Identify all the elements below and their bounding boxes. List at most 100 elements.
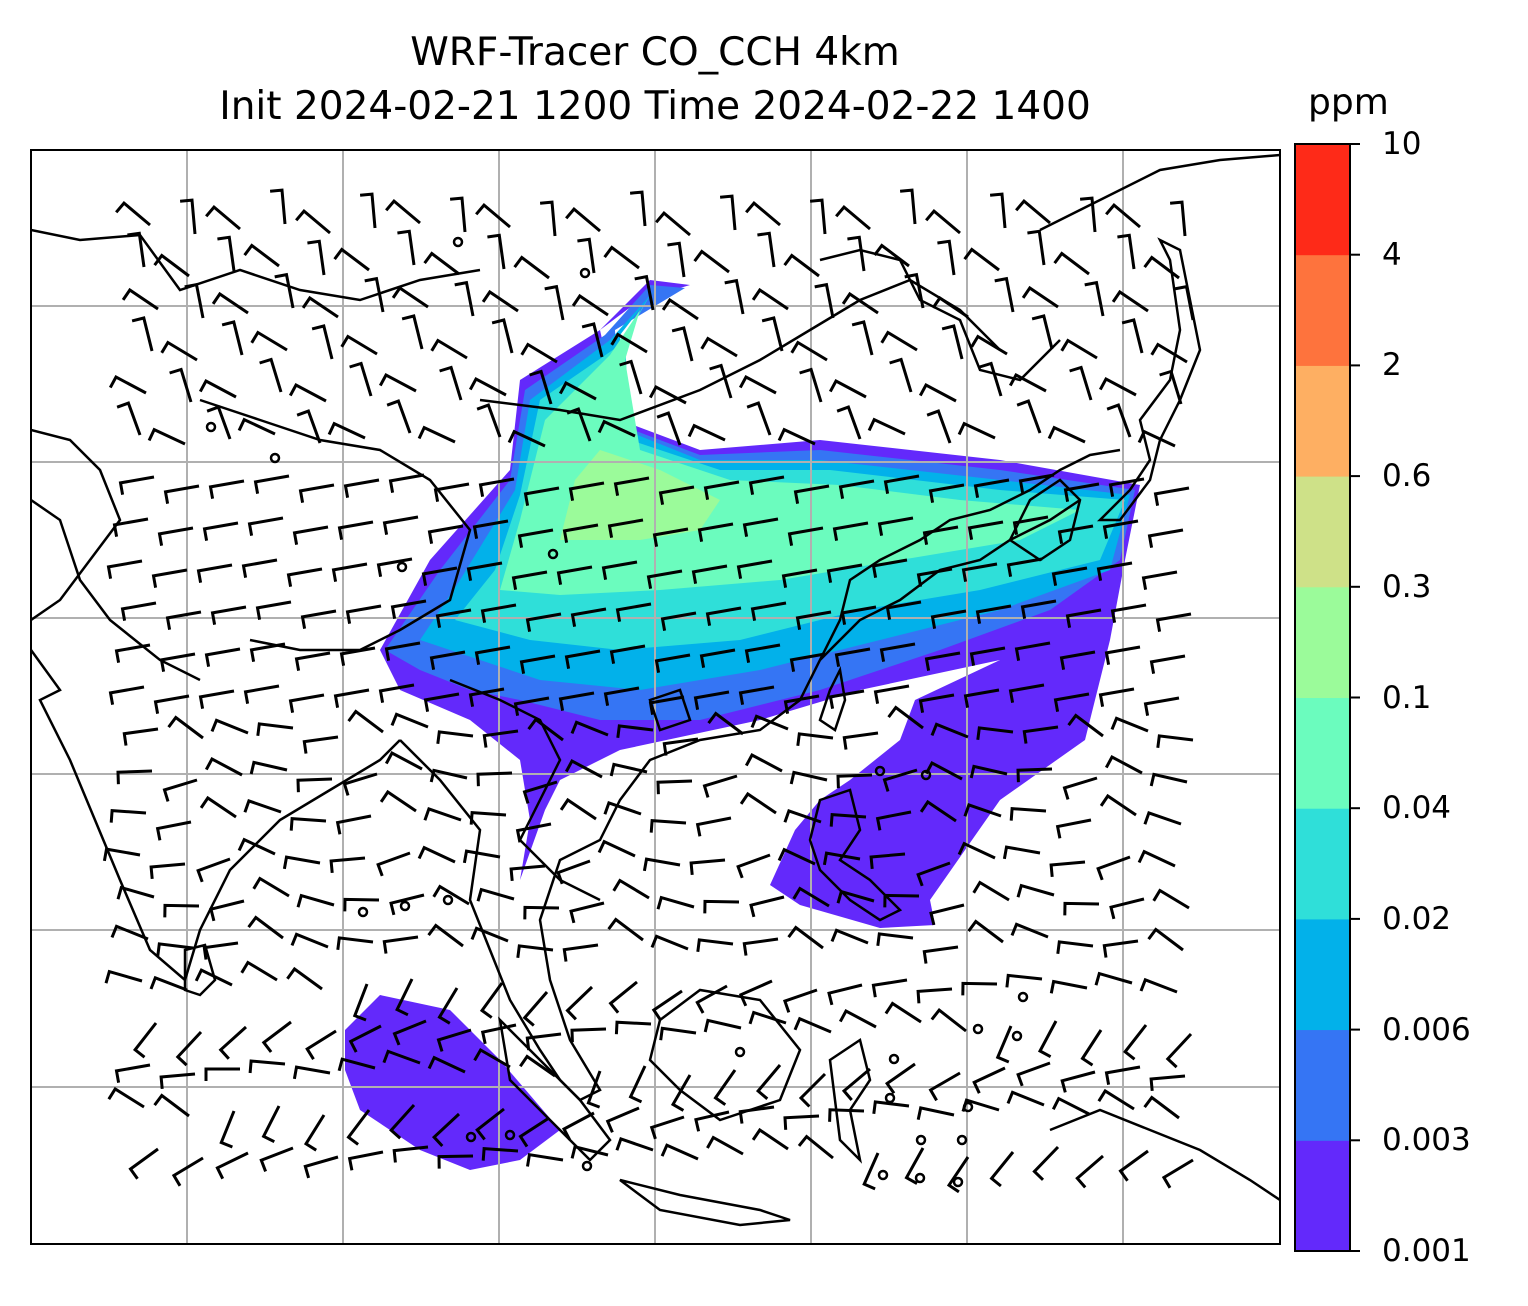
wind-barb — [1031, 314, 1054, 350]
wind-barb — [705, 606, 742, 626]
wind-barb — [171, 1156, 204, 1187]
wind-barb — [289, 816, 327, 831]
wind-barb — [468, 376, 507, 397]
wind-barb — [472, 519, 509, 539]
wind-barb — [149, 862, 186, 880]
wind-barb — [603, 800, 642, 816]
wind-barb — [196, 563, 233, 583]
wind-barb — [1106, 403, 1132, 438]
wind-barb — [1067, 713, 1104, 738]
wind-barb — [979, 361, 1003, 397]
wind-barb — [237, 837, 276, 856]
colorbar — [1294, 143, 1360, 1252]
wind-barb — [288, 382, 327, 403]
wind-barb — [1049, 860, 1086, 878]
wind-barb — [202, 521, 239, 541]
wind-barb — [568, 481, 605, 501]
wind-barb — [667, 241, 686, 278]
colorbar-tick-label: 0.1 — [1382, 679, 1432, 716]
wind-barb — [217, 235, 236, 272]
wind-barb — [838, 479, 875, 499]
wind-barb — [466, 561, 503, 581]
wind-barb — [570, 1144, 609, 1159]
wind-barb — [975, 604, 1012, 624]
wind-barb — [746, 401, 772, 436]
wind-barb — [509, 864, 546, 882]
wind-barb — [609, 762, 648, 777]
wind-barb — [469, 810, 507, 825]
wind-barb — [491, 318, 514, 354]
wind-barb — [286, 567, 323, 587]
wind-barb — [736, 559, 773, 579]
wind-barb — [924, 651, 961, 671]
wind-barb — [196, 857, 231, 883]
wind-barb — [581, 322, 604, 358]
wind-barb — [430, 338, 468, 360]
wind-barb — [836, 405, 862, 440]
colorbar-tick-label: 0.04 — [1382, 790, 1452, 827]
wind-barb — [527, 717, 564, 742]
wind-barb — [799, 367, 823, 403]
wind-barb — [709, 363, 733, 399]
wind-barb — [175, 1030, 203, 1067]
wind-barb — [689, 858, 726, 876]
wind-barb — [259, 1146, 294, 1172]
wind-barb — [518, 1116, 550, 1148]
wind-barb — [482, 729, 519, 748]
wind-barb — [941, 324, 964, 360]
wind-barb — [750, 601, 787, 621]
wind-barb — [519, 1054, 556, 1078]
wind-barb — [1099, 793, 1137, 817]
calm-wind-marker — [581, 1160, 593, 1172]
wind-barb — [247, 915, 284, 940]
wind-barb — [755, 1064, 782, 1100]
northern-coast — [1039, 153, 1280, 232]
wind-barb — [670, 1074, 692, 1112]
wind-barb — [929, 903, 965, 926]
wind-barb — [691, 564, 728, 584]
calm-wind-marker — [579, 267, 591, 279]
wind-barb — [562, 523, 599, 543]
wind-barb — [1143, 255, 1180, 280]
wind-barb — [340, 334, 378, 356]
colorbar-bin — [1295, 476, 1350, 588]
sri-lanka — [183, 943, 217, 997]
wind-barb — [836, 889, 875, 904]
wind-barb — [615, 1136, 654, 1152]
wind-barb — [392, 1019, 427, 1046]
wind-barb — [570, 720, 609, 737]
wind-barb — [107, 1086, 145, 1109]
wind-barb — [972, 1066, 1006, 1094]
wind-barb — [156, 942, 194, 956]
wind-barb — [204, 756, 243, 777]
wind-barb — [797, 1134, 834, 1160]
border-7 — [31, 498, 201, 682]
wind-barb — [792, 886, 830, 908]
wind-barb — [828, 378, 867, 399]
wind-barb — [1010, 922, 1049, 939]
wind-barb — [789, 652, 826, 672]
wind-barb — [564, 758, 603, 779]
wind-barb — [751, 1127, 789, 1151]
wind-barb — [378, 372, 417, 393]
wind-barb — [651, 989, 683, 1021]
colorbar-bin — [1295, 1140, 1350, 1252]
wind-barb — [221, 320, 244, 356]
wind-barb — [331, 562, 368, 582]
colorbar-bin — [1295, 697, 1350, 809]
wind-barb — [454, 280, 475, 317]
wind-barb — [928, 483, 965, 503]
wind-barb — [922, 525, 959, 545]
colorbar-tick-label: 0.6 — [1382, 458, 1432, 495]
colorbar-tick-label: 0.006 — [1382, 1011, 1471, 1048]
wind-barb — [822, 851, 861, 866]
wind-barb — [1021, 285, 1059, 309]
wind-barb — [122, 727, 159, 746]
wind-barb — [841, 1067, 871, 1101]
wind-barb — [1018, 473, 1055, 493]
wind-barb — [1110, 716, 1149, 733]
calm-wind-marker — [920, 769, 932, 781]
wind-barb — [841, 291, 879, 315]
wind-barb — [349, 361, 373, 397]
wind-barb — [969, 646, 1006, 666]
